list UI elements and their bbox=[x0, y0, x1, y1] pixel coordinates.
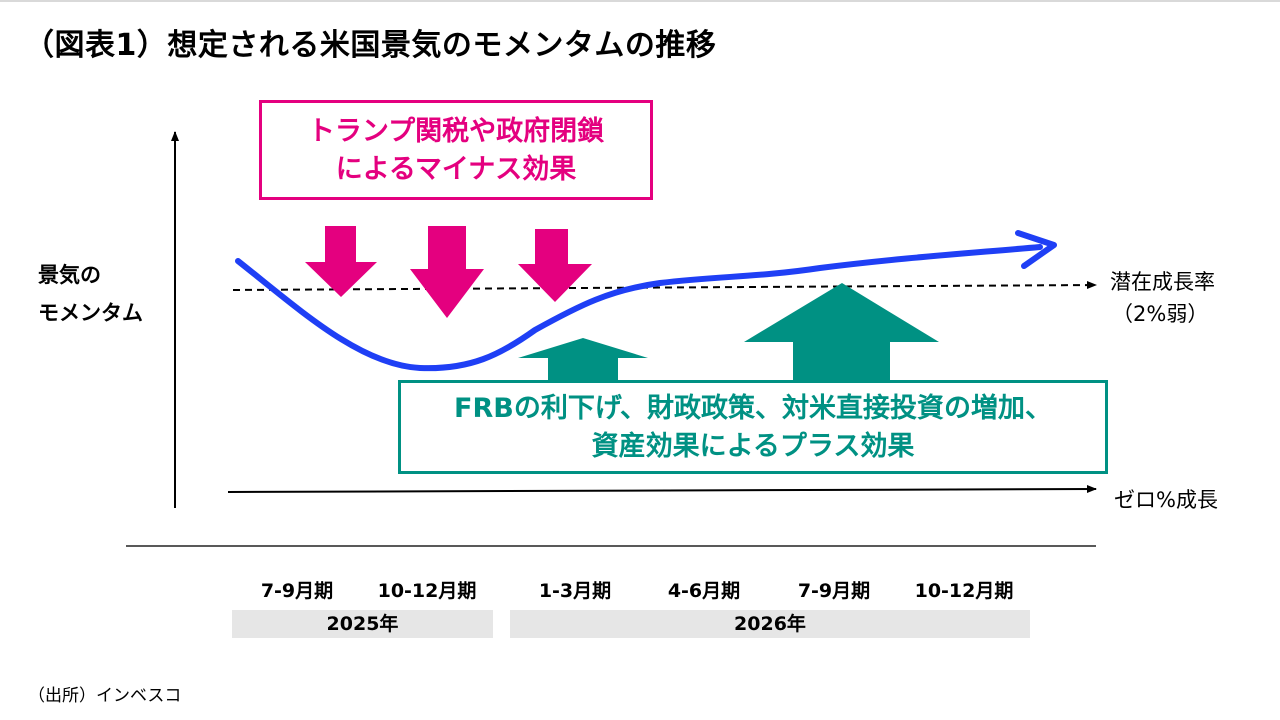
negative-effect-down-arrow-2 bbox=[410, 226, 484, 318]
positive-effect-line-2: 資産効果によるプラス効果 bbox=[591, 431, 915, 462]
y-axis-label-line-2: モメンタム bbox=[38, 301, 143, 325]
negative-effect-down-arrow-3 bbox=[518, 229, 592, 302]
quarter-label: 4-6月期 bbox=[667, 580, 741, 602]
negative-effect-line-2: によるマイナス効果 bbox=[335, 154, 577, 185]
potential-growth-value: （2%弱） bbox=[1112, 302, 1209, 326]
zero-growth-label: ゼロ%成長 bbox=[1114, 488, 1218, 512]
year-bar-2026: 2026年 bbox=[510, 610, 1030, 638]
y-axis-label-line-1: 景気の bbox=[38, 263, 101, 287]
quarter-label: 7-9月期 bbox=[260, 580, 334, 602]
timeline-rule bbox=[126, 545, 1096, 547]
zero-growth-axis-arrow bbox=[227, 485, 1097, 494]
quarter-label: 1-3月期 bbox=[538, 580, 612, 602]
source-note: （出所）インベスコ bbox=[28, 686, 182, 706]
page-title: （図表1）想定される米国景気のモメンタムの推移 bbox=[24, 28, 717, 63]
quarter-label: 10-12月期 bbox=[914, 580, 1014, 602]
potential-growth-label: 潜在成長率 bbox=[1110, 270, 1215, 294]
momentum-curve bbox=[235, 244, 1043, 372]
momentum-arrowhead bbox=[1015, 230, 1057, 269]
negative-effect-line-1: トランプ関税や政府閉鎖 bbox=[307, 116, 605, 147]
quarter-label: 7-9月期 bbox=[797, 580, 871, 602]
negative-effect-down-arrow-1 bbox=[305, 226, 377, 297]
quarter-label: 10-12月期 bbox=[377, 580, 477, 602]
negative-effect-box: トランプ関税や政府閉鎖 によるマイナス効果 bbox=[259, 100, 653, 200]
y-axis-label: 景気の モメンタム bbox=[38, 256, 143, 332]
potential-growth-dashed-line bbox=[232, 281, 1097, 291]
positive-effect-box: FRBの利下げ、財政政策、対米直接投資の増加、 資産効果によるプラス効果 bbox=[398, 380, 1108, 474]
positive-effect-up-arrow-2 bbox=[744, 283, 939, 382]
positive-effect-up-arrow-1 bbox=[518, 338, 648, 382]
top-rule bbox=[0, 0, 1280, 2]
positive-effect-line-1: FRBの利下げ、財政政策、対米直接投資の増加、 bbox=[454, 393, 1052, 424]
year-bar-2025: 2025年 bbox=[232, 610, 493, 638]
